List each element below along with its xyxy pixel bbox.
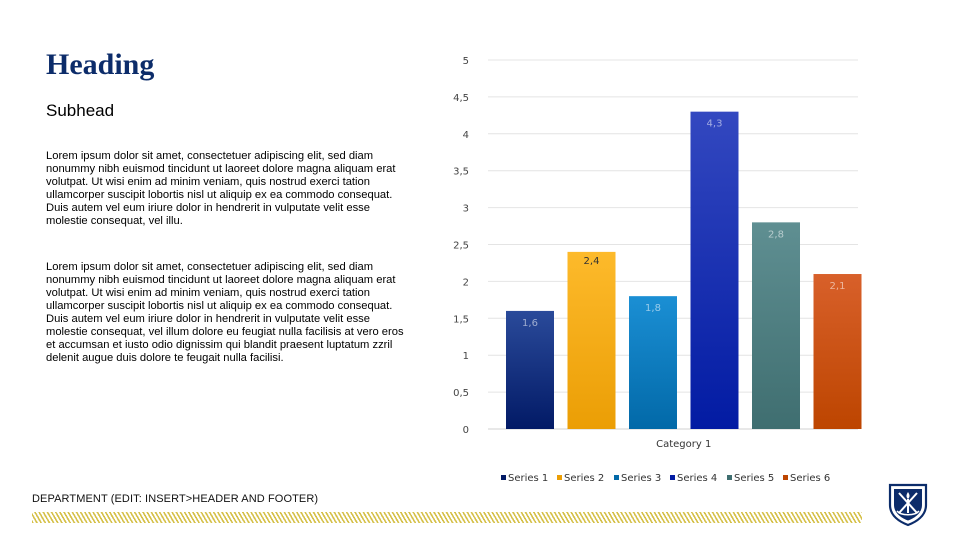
x-category-label: Category 1 (656, 439, 711, 450)
chart-legend: Series 1 Series 2 Series 3 Series 4 Series 5… (501, 473, 830, 484)
data-label-series-1: 1,6 (522, 318, 538, 329)
y-tick-label: 0,5 (453, 388, 469, 399)
y-tick-label: 2,5 (453, 241, 469, 252)
data-label-series-5: 2,8 (768, 229, 784, 240)
footer-department: DEPARTMENT (EDIT: INSERT>HEADER AND FOOT… (32, 493, 319, 505)
y-tick-label: 4 (463, 130, 469, 141)
legend-swatch-series-5 (727, 475, 732, 480)
y-axis-ticks: 0 0,5 1 1,5 2 2,5 3 3,5 4 4,5 5 (453, 56, 469, 436)
footer-stripe (32, 512, 862, 523)
legend-label-series-6: Series 6 (790, 473, 830, 484)
legend-label-series-5: Series 5 (734, 473, 774, 484)
legend-swatch-series-3 (614, 475, 619, 480)
legend-swatch-series-6 (783, 475, 788, 480)
data-label-series-3: 1,8 (645, 303, 661, 314)
y-tick-label: 1 (463, 351, 469, 362)
legend-label-series-4: Series 4 (677, 473, 717, 484)
y-tick-label: 3,5 (453, 167, 469, 178)
legend-label-series-3: Series 3 (621, 473, 661, 484)
slide-heading: Heading (46, 48, 155, 81)
legend-label-series-1: Series 1 (508, 473, 548, 484)
bar-series-4 (690, 111, 739, 429)
y-tick-label: 4,5 (453, 93, 469, 104)
body-paragraph-1: Lorem ipsum dolor sit amet, consectetuer… (46, 150, 396, 227)
y-tick-label: 5 (463, 56, 469, 67)
y-tick-label: 3 (463, 204, 469, 215)
legend-swatch-series-2 (557, 475, 562, 480)
slide-subhead: Subhead (46, 101, 115, 120)
bar-series-1 (506, 310, 554, 429)
bar-series-6 (813, 274, 862, 429)
legend-swatch-series-4 (670, 475, 675, 480)
bar-series-5 (752, 222, 800, 429)
chart-bars (506, 111, 862, 429)
legend-label-series-2: Series 2 (564, 473, 604, 484)
chart-data-labels: 1,6 2,4 1,8 4,3 2,8 2,1 (522, 119, 845, 329)
data-label-series-4: 4,3 (707, 119, 723, 130)
data-label-series-6: 2,1 (830, 281, 846, 292)
y-tick-label: 2 (463, 277, 469, 288)
legend-swatch-series-1 (501, 475, 506, 480)
y-tick-label: 0 (463, 425, 469, 436)
bar-series-2 (567, 251, 616, 429)
x-axis-labels: Category 1 (656, 439, 711, 450)
y-tick-label: 1,5 (453, 314, 469, 325)
body-paragraph-2: Lorem ipsum dolor sit amet, consectetuer… (46, 261, 404, 364)
data-label-series-2: 2,4 (584, 256, 600, 267)
shield-torch-logo-icon (888, 483, 928, 527)
bar-series-3 (629, 296, 677, 429)
